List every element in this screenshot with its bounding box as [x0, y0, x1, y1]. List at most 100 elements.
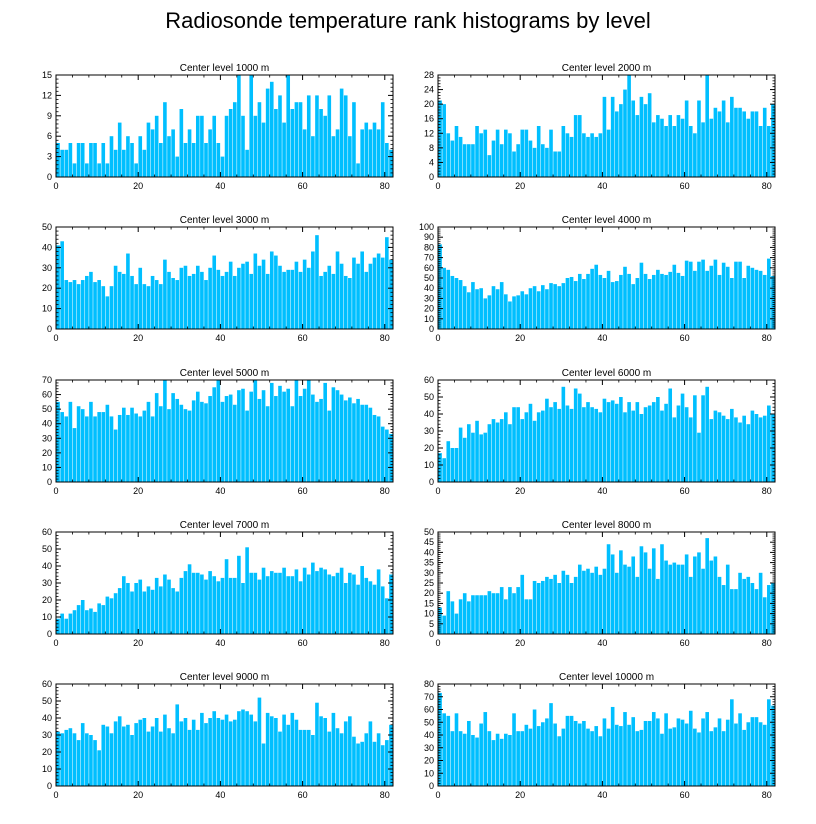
histogram-bar: [204, 143, 208, 177]
histogram-panel: 0 20 40 60 80 0 10 20 30 40 50 60 70 80 Center level 1…: [424, 672, 776, 800]
histogram-bar: [705, 538, 709, 634]
histogram-bar: [553, 723, 557, 786]
histogram-bar: [540, 144, 545, 177]
y-tick-label: 30: [42, 433, 52, 443]
histogram-bar: [85, 733, 89, 786]
histogram-bar: [195, 572, 200, 634]
histogram-bar: [499, 282, 504, 329]
panel-title: Center level 4000 m: [562, 215, 652, 226]
histogram-bar: [458, 136, 463, 177]
panel-title: Center level 1000 m: [180, 63, 270, 74]
histogram-bar: [491, 593, 496, 634]
histogram-bar: [364, 577, 369, 634]
histogram-bar: [549, 578, 553, 634]
histogram-bar: [302, 729, 307, 786]
y-tick-label: 40: [42, 419, 52, 429]
histogram-bar: [750, 717, 755, 786]
histogram-bar: [758, 572, 763, 634]
x-tick-label: 80: [762, 638, 772, 648]
histogram-bar: [224, 714, 229, 786]
histogram-bar: [709, 731, 714, 786]
histogram-bar: [458, 599, 463, 634]
histogram-bar: [208, 718, 212, 786]
histogram-bar: [93, 611, 97, 634]
y-tick-label: 20: [424, 99, 434, 109]
histogram-bar: [274, 255, 278, 329]
histogram-bar: [647, 279, 652, 329]
histogram-panel: 0 20 40 60 80 0 10 20 30 40 50 60 Center level 6000 …: [424, 368, 776, 496]
histogram-bar: [660, 733, 664, 786]
histogram-bar: [265, 712, 270, 786]
histogram-bar: [261, 743, 266, 786]
histogram-bar: [175, 704, 180, 786]
histogram-bar: [483, 712, 488, 786]
histogram-bar: [113, 593, 118, 634]
histogram-bar: [438, 453, 442, 482]
histogram-bar: [483, 129, 488, 177]
histogram-bar: [713, 556, 718, 634]
histogram-bar: [684, 554, 689, 634]
histogram-bar: [520, 574, 525, 634]
y-tick-label: 50: [424, 273, 434, 283]
histogram-bar: [171, 733, 175, 786]
y-tick-label: 40: [42, 713, 52, 723]
histogram-bar: [767, 699, 771, 786]
histogram-bar: [750, 583, 755, 634]
histogram-bar: [319, 109, 323, 177]
histogram-bar: [664, 713, 668, 786]
histogram-bar: [565, 715, 570, 787]
y-tick-label: 50: [424, 527, 434, 537]
histogram-bar: [376, 253, 381, 329]
histogram-bar: [458, 280, 463, 329]
histogram-bar: [138, 136, 143, 177]
histogram-bar: [265, 406, 270, 482]
histogram-bar: [113, 149, 118, 177]
histogram-bar: [249, 714, 254, 786]
histogram-bar: [471, 282, 475, 329]
histogram-bar: [512, 151, 516, 177]
y-tick-label: 5: [429, 619, 434, 629]
x-tick-label: 60: [680, 638, 690, 648]
histogram-bar: [532, 709, 537, 786]
histogram-bar: [278, 572, 282, 634]
histogram-bar: [298, 271, 303, 329]
histogram-bar: [606, 129, 611, 177]
histogram-bar: [282, 271, 286, 329]
histogram-bar: [738, 572, 742, 634]
histogram-bar: [758, 270, 763, 329]
y-tick-label: 10: [42, 462, 52, 472]
histogram-bar: [117, 414, 122, 482]
histogram-bar: [602, 718, 607, 786]
histogram-bar: [565, 278, 570, 329]
histogram-bar: [179, 577, 184, 634]
histogram-bar: [508, 735, 512, 786]
histogram-bar: [754, 269, 759, 329]
histogram-bar: [130, 275, 134, 329]
histogram-bar: [734, 723, 738, 786]
histogram-bar: [586, 728, 590, 787]
histogram-bar: [693, 270, 697, 329]
histogram-bar: [208, 129, 212, 177]
histogram-bar: [598, 736, 603, 786]
histogram-bar: [577, 723, 582, 786]
histogram-bar: [290, 269, 295, 329]
histogram-bar: [163, 574, 167, 634]
histogram-bar: [183, 718, 188, 786]
x-tick-label: 20: [133, 181, 143, 191]
histogram-bar: [249, 572, 254, 634]
histogram-bar: [643, 104, 648, 177]
histogram-bar: [245, 261, 249, 329]
histogram-bar: [150, 416, 155, 482]
histogram-bar: [200, 271, 204, 329]
histogram-bar: [278, 265, 282, 329]
histogram-bar: [528, 140, 533, 177]
histogram-bar: [656, 718, 660, 786]
histogram-bar: [97, 750, 101, 786]
histogram-bar: [323, 718, 327, 786]
x-tick-label: 0: [53, 638, 58, 648]
y-tick-label: 28: [424, 70, 434, 80]
histogram-bar: [142, 591, 147, 634]
histogram-bar: [619, 104, 623, 177]
histogram-bar: [705, 712, 709, 786]
histogram-bar: [261, 390, 266, 482]
